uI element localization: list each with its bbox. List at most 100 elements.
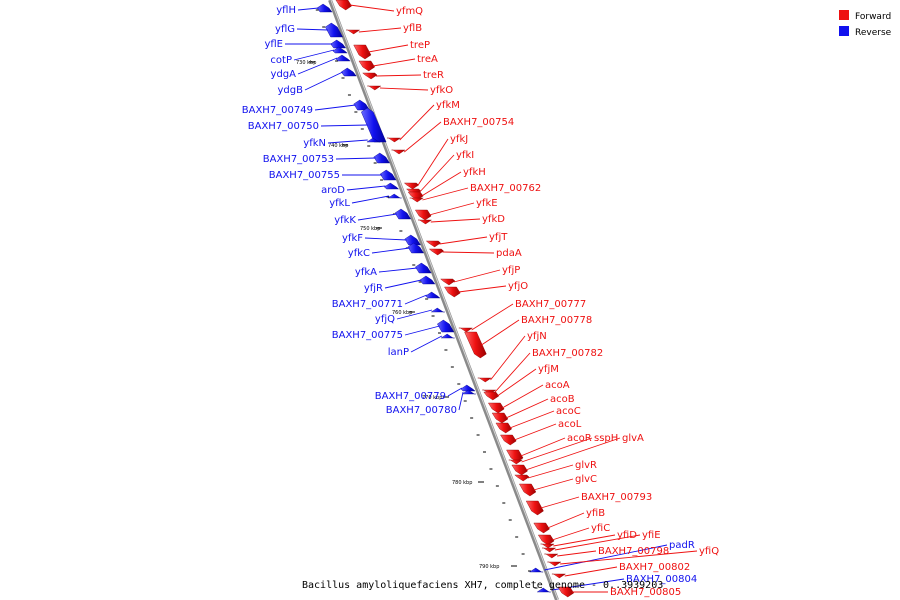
gene-yfko[interactable] bbox=[367, 85, 382, 91]
gene-label-baxh7-00754[interactable]: BAXH7_00754 bbox=[443, 117, 514, 128]
gene-label-glva[interactable]: glvA bbox=[622, 433, 644, 444]
gene-label-baxh7-00771[interactable]: BAXH7_00771 bbox=[332, 299, 403, 310]
gene-yfjp[interactable] bbox=[440, 278, 456, 286]
gene-label-acor[interactable]: acoR bbox=[567, 433, 592, 444]
gene-label-yfjp[interactable]: yfjP bbox=[502, 265, 520, 276]
gene-yfie[interactable] bbox=[542, 547, 557, 553]
gene-yflg[interactable] bbox=[325, 22, 343, 38]
gene-label-trep[interactable]: treP bbox=[410, 40, 430, 51]
gene-yfjo[interactable] bbox=[444, 286, 461, 298]
gene-label-yfkh[interactable]: yfkH bbox=[463, 167, 486, 178]
gene-label-yfjt[interactable]: yfjT bbox=[489, 232, 508, 243]
gene-label-yfkk[interactable]: yfkK bbox=[334, 215, 356, 226]
gene-label-baxh7-00755[interactable]: BAXH7_00755 bbox=[269, 170, 340, 181]
gene-yfjm[interactable] bbox=[483, 391, 500, 401]
gene-label-glvc[interactable]: glvC bbox=[575, 474, 597, 485]
gene-yfkl[interactable] bbox=[387, 193, 402, 199]
gene-baxh7-00755[interactable] bbox=[379, 169, 397, 181]
gene-ydgb[interactable] bbox=[340, 67, 357, 77]
gene-label-padr[interactable]: padR bbox=[669, 540, 695, 551]
gene-acol[interactable] bbox=[500, 434, 517, 446]
gene-yfic[interactable] bbox=[537, 534, 555, 546]
gene-label-yfie[interactable]: yfiE bbox=[642, 530, 661, 541]
gene-label-yfid[interactable]: yfiD bbox=[617, 530, 637, 541]
gene-glvr[interactable] bbox=[514, 474, 530, 482]
gene-label-baxh7-00804[interactable]: BAXH7_00804 bbox=[626, 574, 697, 585]
gene-padr[interactable] bbox=[528, 567, 544, 573]
gene-label-acol[interactable]: acoL bbox=[558, 419, 582, 430]
gene-baxh7-00793[interactable] bbox=[525, 500, 544, 516]
gene-yfkd[interactable] bbox=[417, 219, 433, 225]
gene-baxh7-00780[interactable] bbox=[461, 389, 476, 395]
gene-label-yflb[interactable]: yflB bbox=[403, 23, 422, 34]
gene-label-baxh7-00793[interactable]: BAXH7_00793 bbox=[581, 492, 652, 503]
gene-yfjq[interactable] bbox=[430, 307, 445, 313]
gene-yfmq[interactable] bbox=[335, 0, 352, 11]
gene-label-cotp[interactable]: cotP bbox=[270, 55, 292, 66]
gene-label-baxh7-00802[interactable]: BAXH7_00802 bbox=[619, 562, 690, 573]
gene-baxh7-00798[interactable] bbox=[544, 553, 559, 559]
gene-label-baxh7-00805[interactable]: BAXH7_00805 bbox=[610, 587, 681, 598]
gene-ssph[interactable] bbox=[508, 459, 523, 465]
gene-label-baxh7-00798[interactable]: BAXH7_00798 bbox=[598, 546, 669, 557]
gene-label-baxh7-00753[interactable]: BAXH7_00753 bbox=[263, 154, 334, 165]
gene-label-baxh7-00775[interactable]: BAXH7_00775 bbox=[332, 330, 403, 341]
gene-label-yfkf[interactable]: yfkF bbox=[342, 233, 363, 244]
gene-label-yfmq[interactable]: yfmQ bbox=[396, 6, 423, 17]
gene-label-yfko[interactable]: yfkO bbox=[430, 85, 453, 96]
gene-label-pdaa[interactable]: pdaA bbox=[496, 248, 522, 259]
gene-yfib[interactable] bbox=[533, 522, 550, 534]
gene-yfjn[interactable] bbox=[477, 377, 492, 383]
gene-acoc[interactable] bbox=[495, 422, 512, 434]
gene-label-yfke[interactable]: yfkE bbox=[476, 198, 498, 209]
gene-baxh7-00805[interactable] bbox=[557, 586, 575, 598]
gene-label-yfka[interactable]: yfkA bbox=[355, 267, 377, 278]
gene-baxh7-00754[interactable] bbox=[391, 149, 406, 155]
gene-yfle[interactable] bbox=[330, 39, 347, 49]
gene-yflb[interactable] bbox=[346, 29, 361, 35]
gene-baxh7-00802[interactable] bbox=[551, 573, 567, 579]
gene-label-glvr[interactable]: glvR bbox=[575, 460, 597, 471]
gene-pdaa[interactable] bbox=[428, 248, 444, 256]
gene-glvc[interactable] bbox=[519, 483, 537, 497]
gene-yfkk[interactable] bbox=[394, 208, 412, 220]
gene-label-yfkj[interactable]: yfkJ bbox=[450, 134, 468, 145]
gene-label-yfkn[interactable]: yfkN bbox=[303, 138, 326, 149]
gene-yfiq[interactable] bbox=[547, 561, 562, 567]
gene-label-yfjq[interactable]: yfjQ bbox=[375, 314, 395, 325]
gene-label-ydgb[interactable]: ydgB bbox=[278, 85, 304, 96]
gene-label-acoc[interactable]: acoC bbox=[556, 406, 581, 417]
gene-label-yfic[interactable]: yfiC bbox=[591, 523, 610, 534]
gene-label-acoa[interactable]: acoA bbox=[545, 380, 570, 391]
gene-ydga[interactable] bbox=[335, 54, 351, 62]
gene-label-yfiq[interactable]: yfiQ bbox=[699, 546, 719, 557]
gene-arod[interactable] bbox=[384, 182, 400, 190]
gene-baxh7-00777[interactable] bbox=[458, 327, 474, 333]
gene-label-yfjm[interactable]: yfjM bbox=[538, 364, 559, 375]
gene-label-arod[interactable]: aroD bbox=[321, 185, 345, 196]
gene-label-baxh7-00778[interactable]: BAXH7_00778 bbox=[521, 315, 592, 326]
gene-yflh[interactable] bbox=[316, 3, 333, 13]
gene-lanp[interactable] bbox=[440, 333, 455, 339]
gene-yfke[interactable] bbox=[414, 209, 432, 221]
gene-label-trea[interactable]: treA bbox=[417, 54, 438, 65]
gene-label-yfkc[interactable]: yfkC bbox=[348, 248, 370, 259]
gene-acob[interactable] bbox=[491, 412, 509, 424]
gene-label-yfkd[interactable]: yfkD bbox=[482, 214, 505, 225]
gene-baxh7-00753[interactable] bbox=[373, 152, 390, 164]
gene-trep[interactable] bbox=[353, 44, 372, 60]
gene-baxh7-00762[interactable] bbox=[409, 197, 424, 203]
gene-yfid[interactable] bbox=[540, 543, 555, 549]
gene-label-yfki[interactable]: yfkI bbox=[456, 150, 474, 161]
gene-label-yfjr[interactable]: yfjR bbox=[364, 283, 383, 294]
gene-label-yfib[interactable]: yfiB bbox=[586, 508, 605, 519]
gene-baxh7-00804[interactable] bbox=[536, 587, 551, 593]
gene-yfka[interactable] bbox=[415, 262, 432, 274]
gene-label-yfkm[interactable]: yfkM bbox=[436, 100, 460, 111]
gene-acoa[interactable] bbox=[487, 402, 505, 414]
gene-yfkn[interactable] bbox=[366, 137, 381, 143]
gene-label-yfjn[interactable]: yfjN bbox=[527, 331, 547, 342]
gene-label-yflh[interactable]: yflH bbox=[276, 5, 296, 16]
gene-label-baxh7-00780[interactable]: BAXH7_00780 bbox=[386, 405, 457, 416]
